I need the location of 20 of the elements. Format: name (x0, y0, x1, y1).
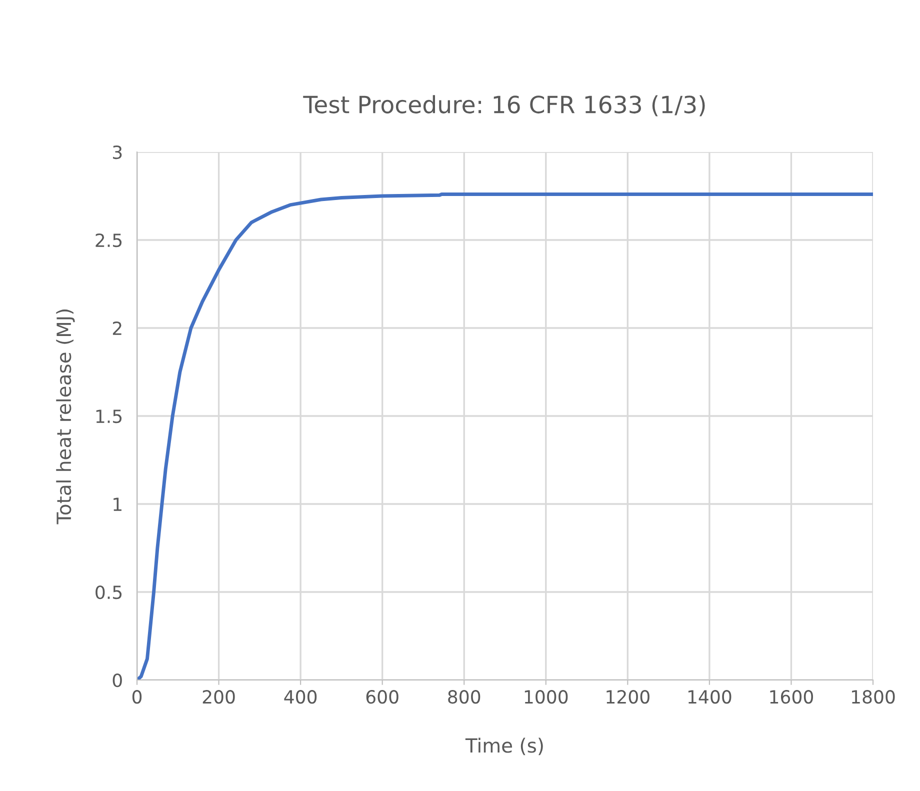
x-tick-label: 1400 (688, 690, 732, 704)
x-tick-label: 1000 (524, 690, 568, 704)
y-tick-label: 2.5 (96, 233, 122, 248)
x-tick-label: 1600 (770, 690, 813, 704)
y-tick-label: 1.5 (96, 410, 122, 424)
x-tick-label: 1800 (852, 690, 895, 704)
x-tick-label: 400 (284, 690, 317, 704)
y-axis-title: Total heat release (MJ) (56, 309, 75, 524)
y-tick-label: 3 (113, 145, 122, 160)
y-tick-label: 0 (112, 673, 122, 688)
x-tick-label: 600 (366, 690, 398, 704)
y-tick-label: 2 (112, 321, 122, 335)
y-tick-label: 0.5 (96, 585, 122, 600)
y-tick-label: 1 (114, 498, 122, 511)
x-tick-label: 0 (132, 690, 142, 704)
x-axis-title: Time (s) (465, 738, 543, 756)
x-tick-label: 200 (202, 690, 235, 704)
x-tick-label: 1200 (606, 690, 650, 704)
chart-title: Test Procedure: 16 CFR 1633 (1/3) (303, 95, 705, 116)
x-tick-label: 800 (448, 690, 480, 704)
